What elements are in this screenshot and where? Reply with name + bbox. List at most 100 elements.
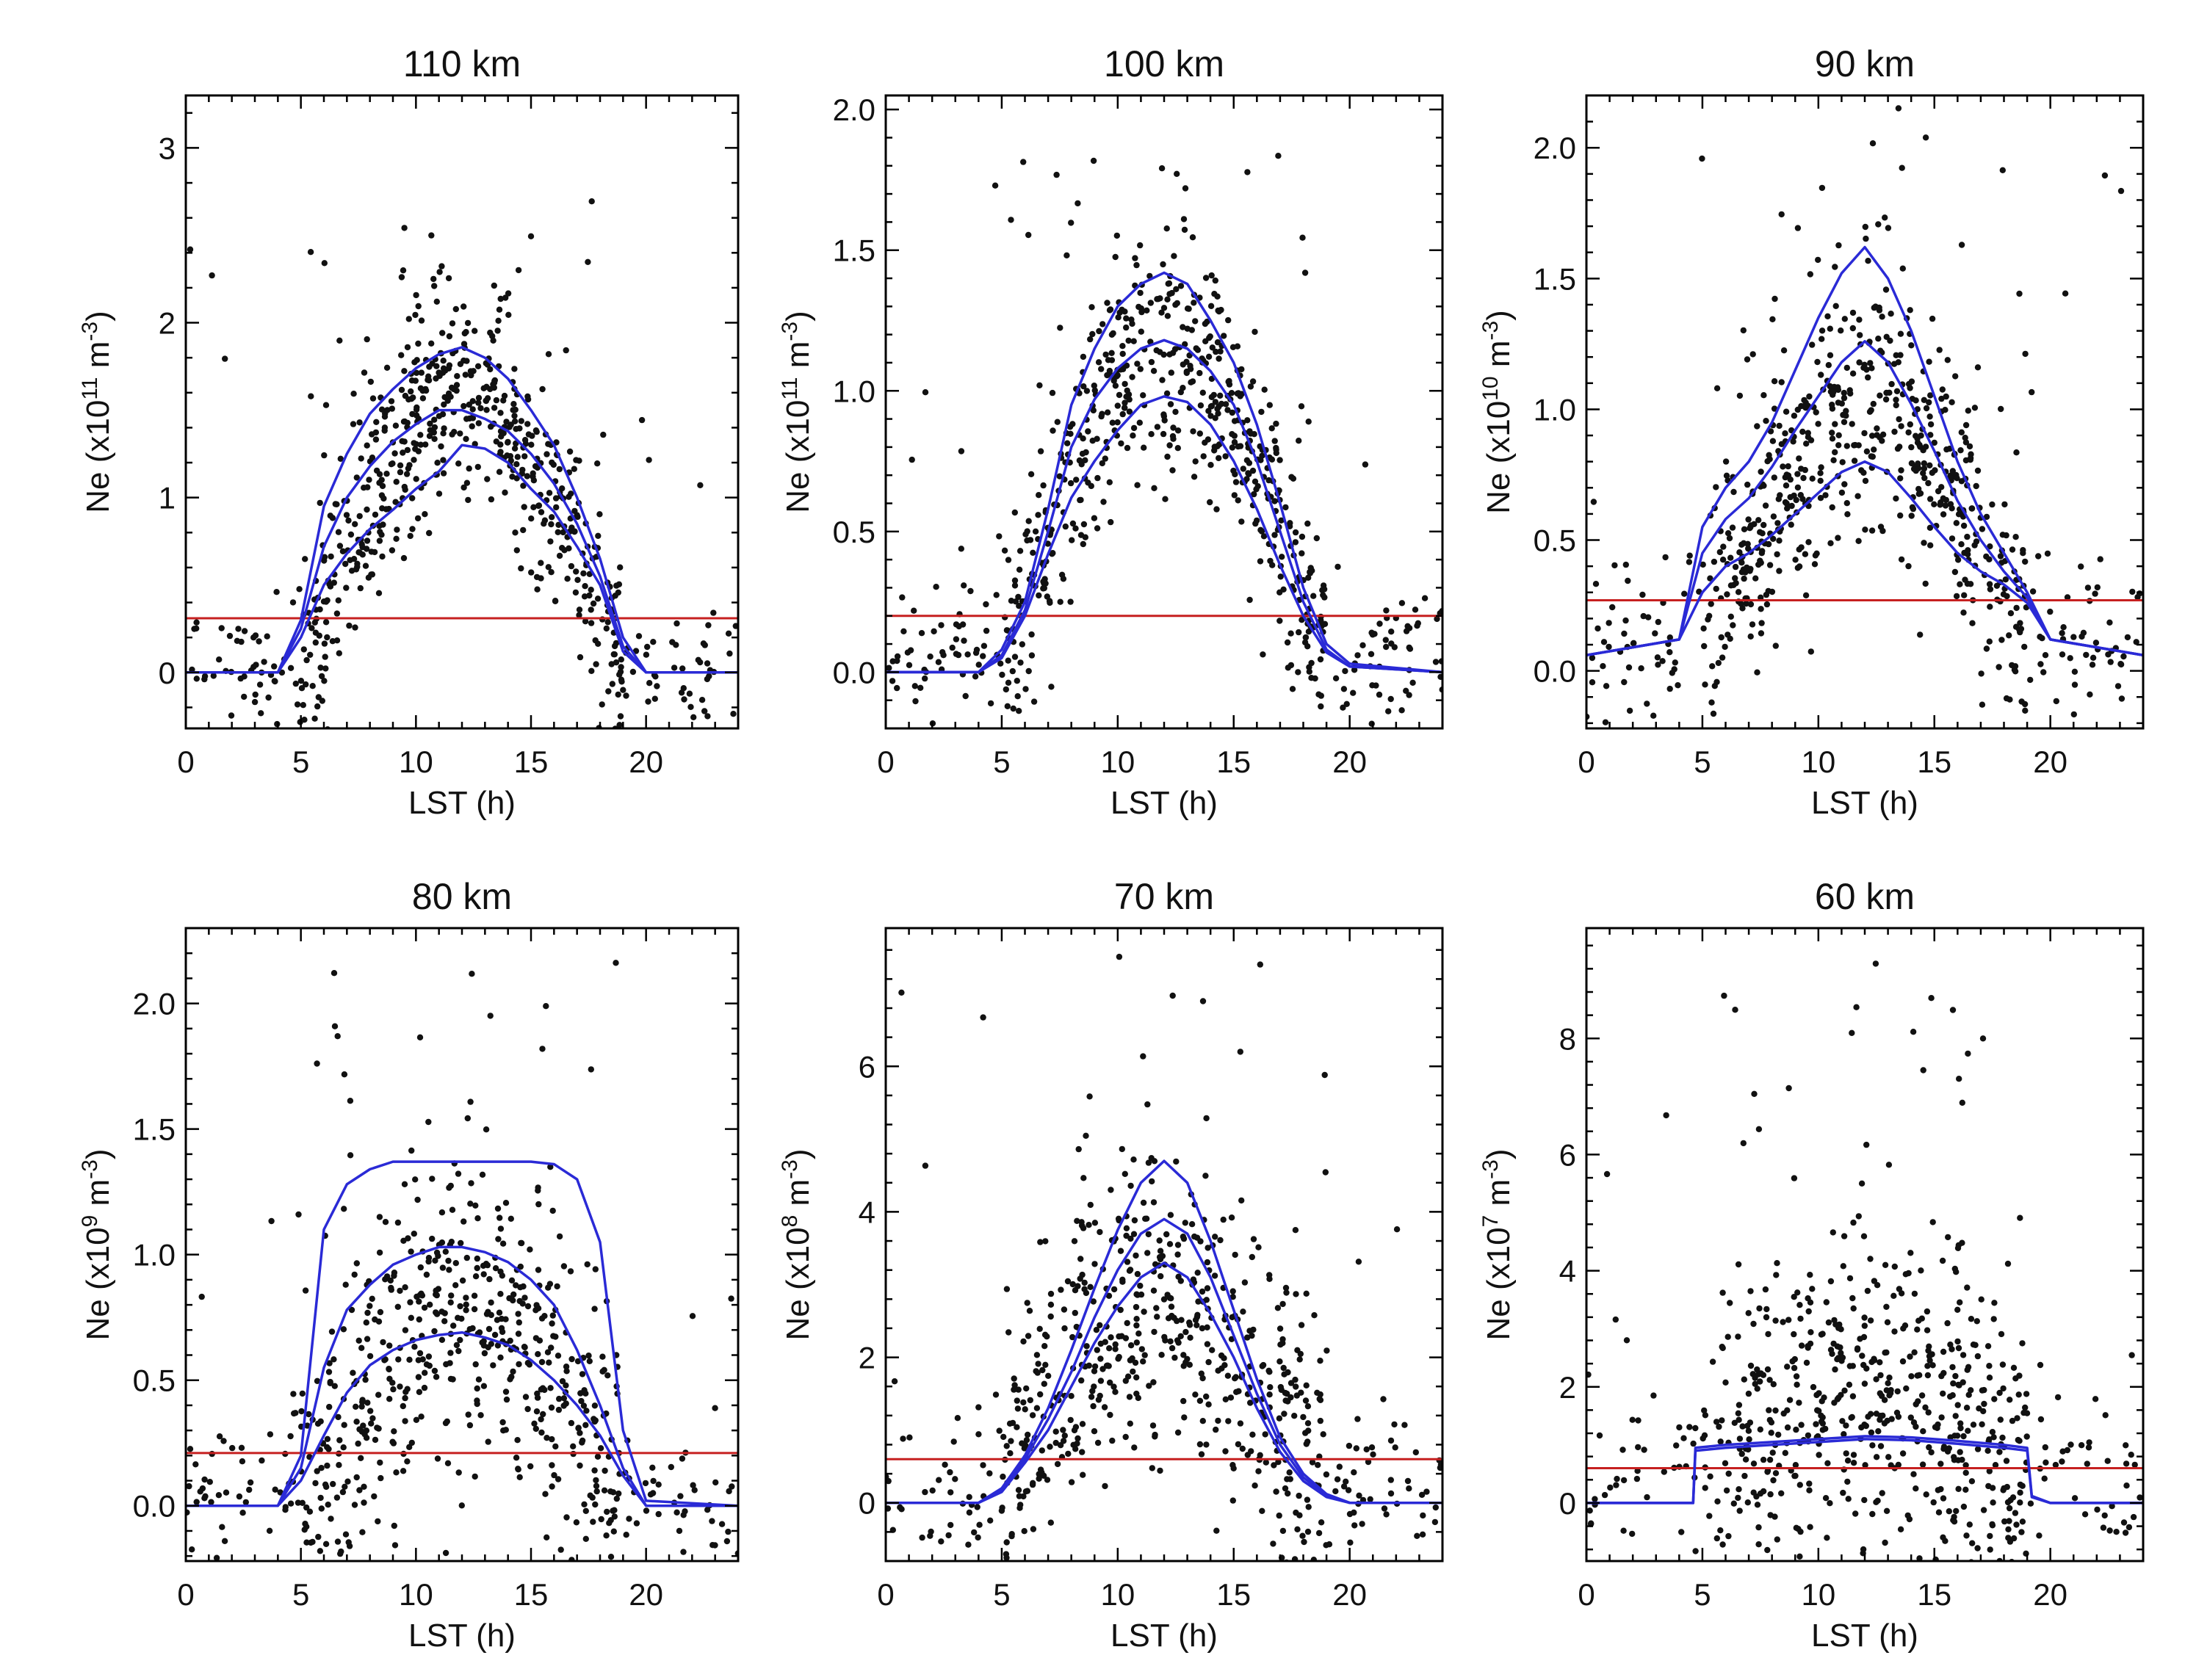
data-point	[463, 479, 471, 486]
data-point	[541, 1313, 548, 1319]
data-point	[1651, 734, 1657, 739]
data-point	[947, 1521, 954, 1529]
data-point	[1029, 1412, 1036, 1419]
data-point	[1794, 484, 1802, 491]
data-point	[1951, 1513, 1957, 1521]
data-point	[511, 445, 519, 452]
data-point	[2059, 1458, 2065, 1465]
data-point	[372, 1316, 378, 1323]
data-point	[1296, 1512, 1303, 1518]
x-tick-label: 20	[2033, 1577, 2067, 1612]
data-point	[899, 594, 906, 601]
data-point	[317, 499, 323, 507]
data-point	[593, 1488, 600, 1495]
x-axis-label: LST (h)	[1811, 1618, 1918, 1654]
data-point	[1857, 1336, 1863, 1342]
data-point	[1089, 438, 1096, 444]
data-point	[1174, 445, 1182, 452]
data-point	[1383, 607, 1390, 614]
data-point	[588, 1066, 594, 1073]
data-point	[1802, 399, 1809, 406]
data-point	[1796, 455, 1802, 462]
data-point	[1911, 1349, 1918, 1356]
data-point	[1279, 1300, 1286, 1308]
data-point	[678, 689, 685, 696]
data-point	[1074, 1217, 1080, 1225]
x-tick-label: 20	[2033, 745, 2067, 779]
data-point	[356, 549, 363, 556]
data-point	[1173, 286, 1180, 292]
data-point	[258, 710, 264, 717]
data-point	[1905, 429, 1912, 436]
y-tick-label: 0.0	[133, 1489, 176, 1524]
data-point	[1184, 1355, 1191, 1363]
data-point	[527, 233, 535, 239]
data-point	[528, 569, 535, 576]
data-point	[388, 398, 395, 405]
data-point	[321, 452, 328, 459]
data-point	[303, 1504, 310, 1511]
data-point	[380, 1339, 386, 1346]
data-point	[1061, 1325, 1068, 1332]
data-point	[1081, 1279, 1088, 1286]
data-point	[402, 1327, 409, 1333]
data-point	[201, 673, 209, 680]
data-point	[324, 1435, 331, 1443]
data-point	[1282, 1485, 1289, 1492]
data-point	[1069, 520, 1077, 527]
data-point	[900, 1435, 906, 1442]
y-label-text: m	[1481, 1179, 1517, 1215]
data-point	[1877, 1372, 1884, 1379]
fit-curve-3	[886, 1159, 1442, 1505]
data-point	[1824, 1460, 1831, 1467]
data-point	[382, 1276, 389, 1283]
data-point	[364, 1400, 371, 1406]
data-point	[226, 632, 234, 640]
data-point	[2078, 1442, 2085, 1449]
data-point	[1881, 1397, 1888, 1403]
y-tick-label: 0.0	[1534, 654, 1576, 689]
data-point	[1266, 1391, 1273, 1398]
data-point	[1966, 443, 1973, 450]
data-point	[413, 1293, 420, 1300]
data-point	[1047, 1301, 1055, 1308]
data-point	[1827, 325, 1833, 332]
data-point	[2120, 1519, 2128, 1526]
data-point	[1036, 1475, 1042, 1482]
data-point	[307, 249, 314, 256]
data-point	[1882, 286, 1890, 293]
data-point	[1767, 428, 1774, 435]
data-point	[192, 1461, 199, 1468]
data-point	[337, 455, 344, 462]
data-point	[1990, 1316, 1997, 1322]
data-point	[1200, 453, 1207, 460]
data-point	[1166, 1241, 1174, 1248]
data-point	[378, 477, 385, 483]
data-point	[408, 388, 414, 395]
data-point	[433, 1374, 440, 1380]
data-point	[1047, 1444, 1053, 1450]
data-point	[1305, 1504, 1312, 1510]
data-point	[449, 320, 456, 327]
data-point	[597, 1445, 604, 1452]
data-point	[353, 474, 360, 481]
data-point	[1730, 1500, 1737, 1507]
plot-area	[886, 953, 1442, 1561]
data-point	[1119, 410, 1126, 418]
data-point	[1305, 1427, 1312, 1434]
data-point	[484, 476, 491, 482]
data-point	[1594, 625, 1601, 632]
data-point	[1243, 476, 1250, 482]
data-point	[1171, 1354, 1178, 1361]
data-point	[1224, 1372, 1232, 1379]
data-point	[1152, 1431, 1158, 1438]
data-point	[1080, 435, 1086, 442]
data-point	[1182, 341, 1188, 347]
data-point	[1803, 1359, 1810, 1366]
data-point	[1940, 511, 1947, 518]
data-point	[1072, 1309, 1079, 1317]
data-point	[1315, 1462, 1321, 1469]
data-point	[1266, 402, 1274, 408]
data-point	[1890, 361, 1898, 367]
data-point	[1791, 413, 1798, 419]
